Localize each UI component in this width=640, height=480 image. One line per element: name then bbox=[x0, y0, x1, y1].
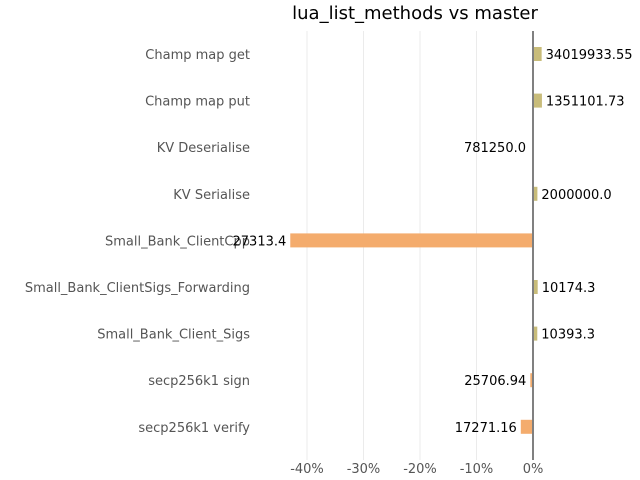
category-label: Champ map get bbox=[145, 48, 250, 63]
data-label: 10393.3 bbox=[541, 328, 595, 343]
bar bbox=[530, 373, 533, 388]
category-label: secp256k1 sign bbox=[148, 374, 250, 389]
chart-title: lua_list_methods vs master bbox=[292, 3, 538, 24]
bar bbox=[533, 326, 538, 341]
x-tick-label: -20% bbox=[403, 462, 437, 477]
bar bbox=[533, 93, 542, 108]
data-label: 1351101.73 bbox=[546, 95, 625, 110]
x-tick-label: -40% bbox=[290, 462, 324, 477]
bars bbox=[290, 47, 542, 434]
category-label: Small_Bank_Client_Sigs bbox=[97, 328, 250, 343]
category-label: Champ map put bbox=[145, 95, 250, 110]
data-label: 25706.94 bbox=[464, 374, 526, 389]
data-label: 2000000.0 bbox=[541, 188, 611, 203]
bar bbox=[290, 233, 533, 248]
data-label: 781250.0 bbox=[464, 141, 526, 156]
data-label: 10174.3 bbox=[542, 281, 596, 296]
category-label: KV Deserialise bbox=[157, 141, 250, 156]
category-label: KV Serialise bbox=[173, 188, 250, 203]
category-label: Small_Bank_ClientCpp bbox=[105, 234, 250, 249]
category-label: secp256k1 verify bbox=[138, 421, 250, 436]
bar bbox=[533, 280, 538, 294]
bar bbox=[520, 419, 533, 434]
x-tick-label: -30% bbox=[347, 462, 381, 477]
bar bbox=[533, 47, 542, 61]
data-label: 27313.4 bbox=[233, 234, 287, 249]
labels: -40% -30% -20% -10% 0% Champ map get 34019933.… bbox=[25, 48, 633, 477]
data-label: 34019933.55 bbox=[546, 48, 633, 63]
category-label: Small_Bank_ClientSigs_Forwarding bbox=[25, 281, 250, 296]
x-tick-label: 0% bbox=[523, 462, 544, 477]
data-label: 17271.16 bbox=[455, 421, 517, 436]
bar bbox=[533, 186, 538, 201]
x-tick-label: -10% bbox=[460, 462, 494, 477]
